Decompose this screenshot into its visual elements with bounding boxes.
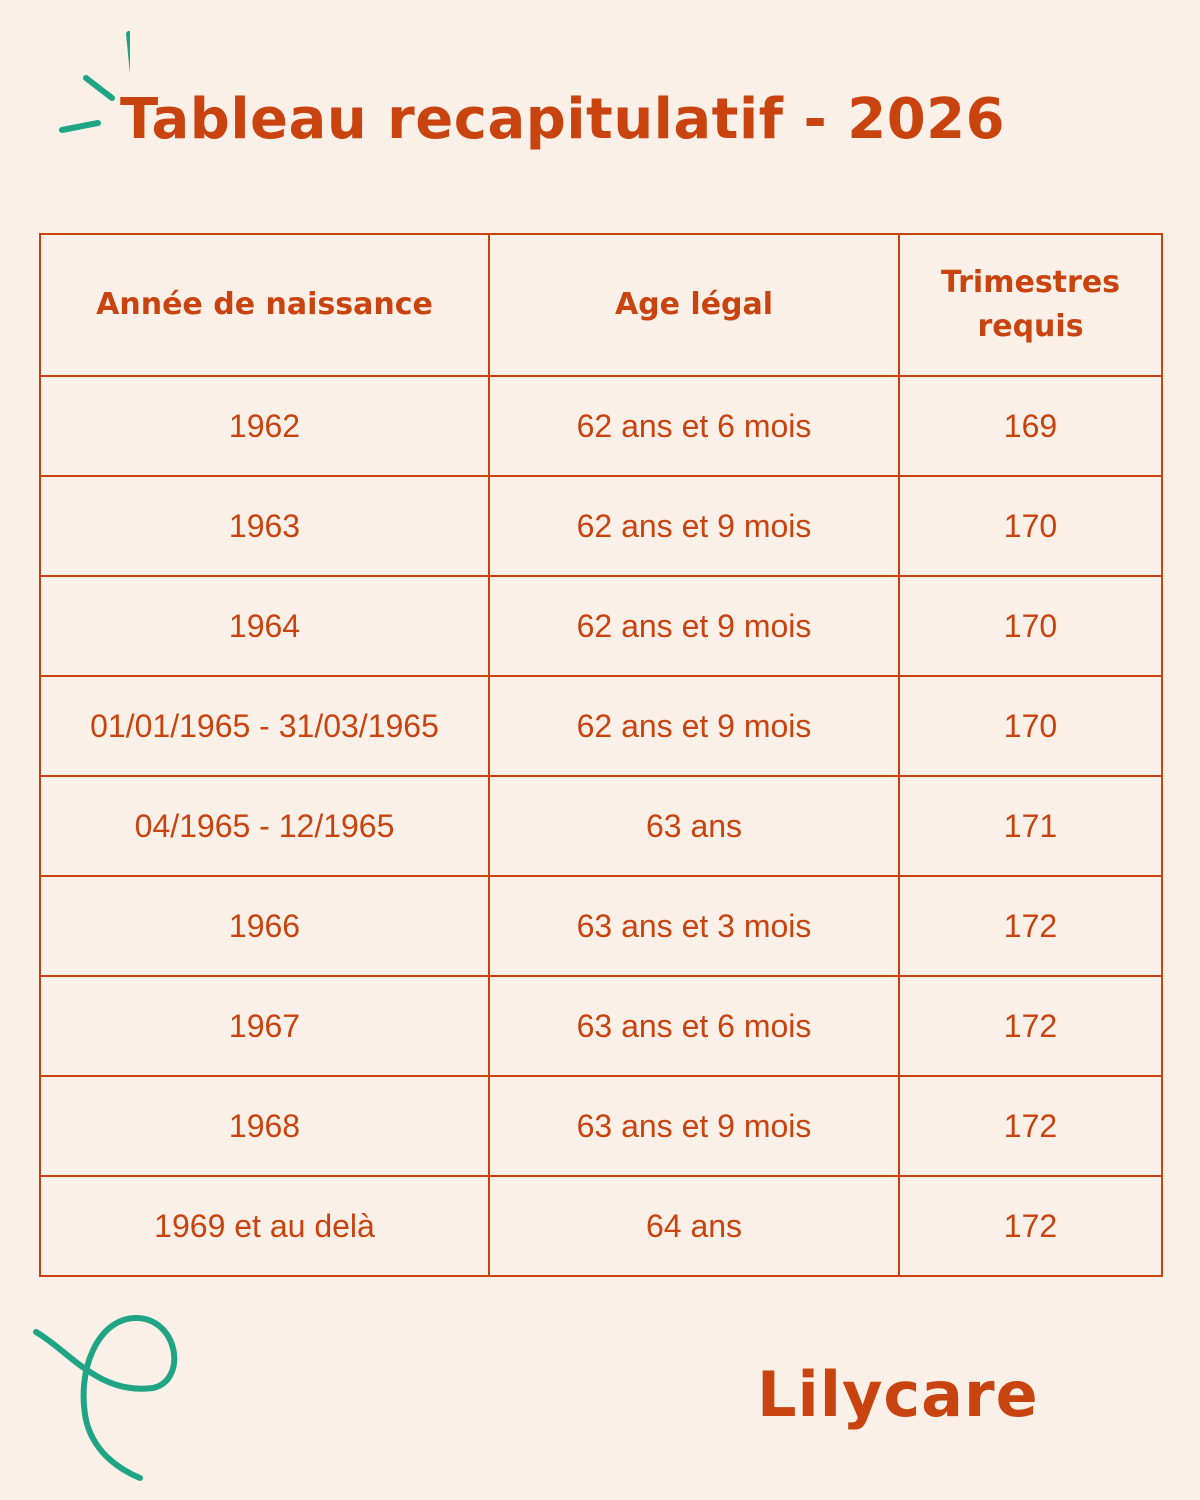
cell-legal-age: 62 ans et 9 mois: [488, 675, 900, 777]
retirement-table: Année de naissance Age légal Trimestres …: [39, 233, 1163, 1277]
cell-birth-year: 1967: [39, 975, 490, 1077]
header-required-quarters: Trimestres requis: [898, 233, 1163, 377]
cell-birth-year: 1962: [39, 375, 490, 477]
table-row: 04/1965 - 12/1965 63 ans 171: [39, 775, 1163, 877]
cell-required-quarters: 172: [898, 1075, 1163, 1177]
cell-required-quarters: 169: [898, 375, 1163, 477]
cell-required-quarters: 170: [898, 475, 1163, 577]
cell-birth-year: 1964: [39, 575, 490, 677]
table-row: 1966 63 ans et 3 mois 172: [39, 875, 1163, 977]
cell-legal-age: 62 ans et 6 mois: [488, 375, 900, 477]
sparkle-icon: [59, 31, 130, 133]
cell-legal-age: 63 ans: [488, 775, 900, 877]
cell-required-quarters: 172: [898, 975, 1163, 1077]
table-row: 1962 62 ans et 6 mois 169: [39, 375, 1163, 477]
cell-legal-age: 62 ans et 9 mois: [488, 475, 900, 577]
brand-logo: Lilycare: [757, 1358, 1039, 1431]
swirl-icon: [33, 1314, 178, 1481]
cell-legal-age: 63 ans et 9 mois: [488, 1075, 900, 1177]
cell-required-quarters: 170: [898, 575, 1163, 677]
table-row: 1969 et au delà 64 ans 172: [39, 1175, 1163, 1277]
cell-legal-age: 64 ans: [488, 1175, 900, 1277]
cell-birth-year: 1963: [39, 475, 490, 577]
cell-required-quarters: 172: [898, 875, 1163, 977]
table-header-row: Année de naissance Age légal Trimestres …: [39, 233, 1163, 377]
table-row: 1967 63 ans et 6 mois 172: [39, 975, 1163, 1077]
header-birth-year: Année de naissance: [39, 233, 490, 377]
cell-legal-age: 62 ans et 9 mois: [488, 575, 900, 677]
table-row: 1963 62 ans et 9 mois 170: [39, 475, 1163, 577]
page-title: Tableau recapitulatif - 2026: [120, 87, 1006, 152]
cell-required-quarters: 172: [898, 1175, 1163, 1277]
header-legal-age: Age légal: [488, 233, 900, 377]
table-row: 1968 63 ans et 9 mois 172: [39, 1075, 1163, 1177]
table-row: 01/01/1965 - 31/03/1965 62 ans et 9 mois…: [39, 675, 1163, 777]
cell-required-quarters: 171: [898, 775, 1163, 877]
cell-birth-year: 1969 et au delà: [39, 1175, 490, 1277]
cell-legal-age: 63 ans et 6 mois: [488, 975, 900, 1077]
table-row: 1964 62 ans et 9 mois 170: [39, 575, 1163, 677]
cell-birth-year: 04/1965 - 12/1965: [39, 775, 490, 877]
cell-birth-year: 1966: [39, 875, 490, 977]
cell-legal-age: 63 ans et 3 mois: [488, 875, 900, 977]
cell-birth-year: 1968: [39, 1075, 490, 1177]
cell-required-quarters: 170: [898, 675, 1163, 777]
cell-birth-year: 01/01/1965 - 31/03/1965: [39, 675, 490, 777]
